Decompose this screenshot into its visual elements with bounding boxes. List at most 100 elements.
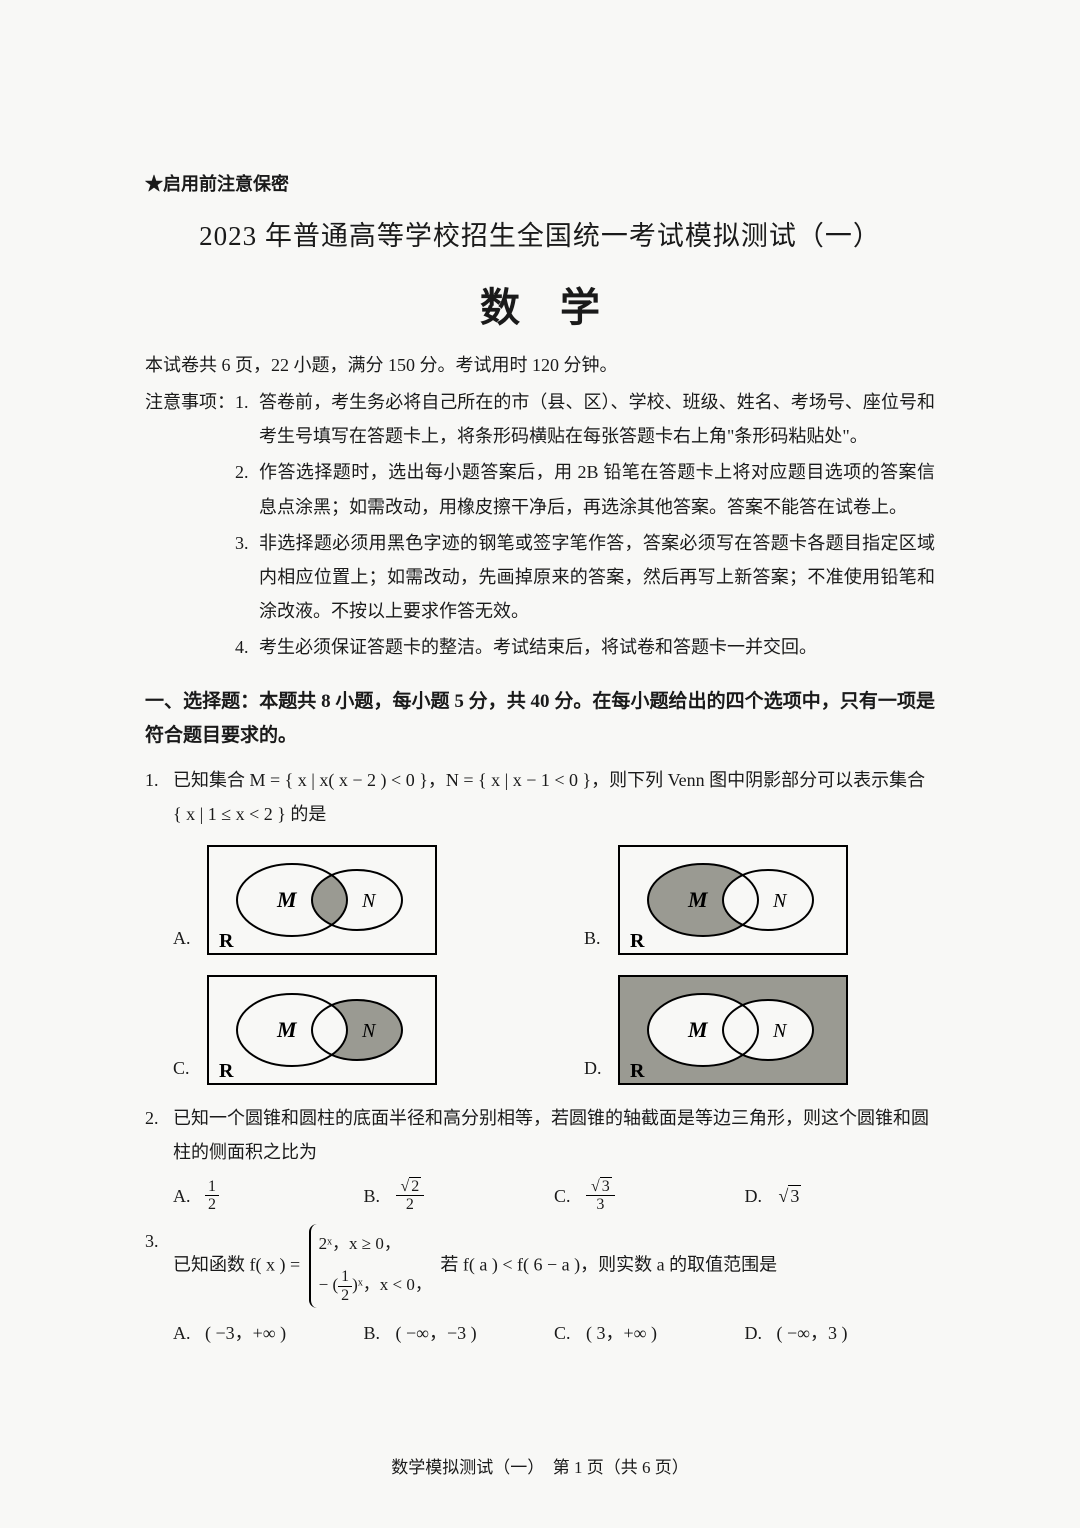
notice-number: 4.	[235, 630, 259, 664]
q1-options-grid: A. M N R B. M N R C. M N R D. M N R	[173, 845, 935, 1085]
fraction-icon: 1 2	[338, 1268, 352, 1304]
page-footer: 数学模拟测试（一） 第 1 页（共 6 页）	[0, 1453, 1080, 1478]
q2-option-a: A. 1 2	[173, 1178, 364, 1214]
q3-option-b: B. ( −∞，−3 )	[364, 1316, 555, 1350]
svg-text:N: N	[772, 890, 788, 912]
option-value: ( 3，+∞ )	[586, 1316, 657, 1350]
fraction-icon: 2 2	[396, 1178, 425, 1214]
notice-item: 2.作答选择题时，选出每小题答案后，用 2B 铅笔在答题卡上将对应题目选项的答案…	[235, 455, 935, 523]
option-label: D.	[584, 1051, 608, 1085]
radicand: 3	[788, 1185, 801, 1206]
option-value: ( −3，+∞ )	[205, 1316, 286, 1350]
q1-option-b: B. M N R	[584, 845, 935, 955]
piecewise-row-1: 2ˣ，x ≥ 0，	[319, 1224, 432, 1264]
fraction-numerator: 1	[205, 1178, 219, 1197]
svg-text:R: R	[630, 1060, 645, 1082]
option-label: A.	[173, 1316, 197, 1350]
q3-option-d: D. ( −∞，3 )	[745, 1316, 936, 1350]
fraction-icon: 1 2	[205, 1178, 219, 1214]
svg-text:M: M	[687, 887, 709, 912]
question-text: 已知集合 M = { x | x( x − 2 ) < 0 }，N = { x …	[173, 763, 935, 831]
q2-option-c: C. 3 3	[554, 1178, 745, 1214]
svg-text:R: R	[219, 1060, 234, 1082]
sqrt-icon: 3	[589, 1178, 612, 1196]
fraction-icon: 3 3	[586, 1178, 615, 1214]
notice-block: 注意事项： 1.答卷前，考生务必将自己所在的市（县、区）、学校、班级、姓名、考场…	[145, 385, 935, 667]
piecewise-row-2: − ( 1 2 )ˣ，x < 0，	[319, 1264, 432, 1308]
q1-option-d: D. M N R	[584, 975, 935, 1085]
svg-text:M: M	[276, 1017, 298, 1042]
notice-text: 非选择题必须用黑色字迹的钢笔或签字笔作答，答案必须写在答题卡各题目指定区域内相应…	[259, 526, 935, 629]
sqrt-icon: 2	[399, 1178, 422, 1196]
q3-option-a: A. ( −3，+∞ )	[173, 1316, 364, 1350]
notice-text: 作答选择题时，选出每小题答案后，用 2B 铅笔在答题卡上将对应题目选项的答案信息…	[259, 455, 935, 523]
option-label: A.	[173, 1179, 197, 1213]
piece2-suffix: ˣ，x < 0，	[358, 1275, 432, 1294]
q2-options: A. 1 2 B. 2 2 C. 3 3	[173, 1178, 935, 1214]
fraction-denominator: 2	[205, 1196, 219, 1214]
svg-text:R: R	[630, 930, 645, 952]
subject-heading: 数学	[145, 275, 935, 333]
q1-option-a: A. M N R	[173, 845, 524, 955]
question-text: 已知函数 f( x ) = 2ˣ，x ≥ 0， − ( 1 2 )ˣ，x < 0…	[173, 1224, 935, 1308]
svg-text:M: M	[687, 1017, 709, 1042]
fraction-denominator: 2	[403, 1196, 417, 1214]
option-label: C.	[173, 1051, 197, 1085]
q3-option-c: C. ( 3，+∞ )	[554, 1316, 745, 1350]
fraction-numerator: 3	[586, 1178, 615, 1197]
venn-diagram-icon: M N R	[207, 845, 437, 955]
svg-text:M: M	[276, 887, 298, 912]
fraction-numerator: 1	[338, 1268, 352, 1287]
question-number: 1.	[145, 763, 173, 1091]
option-label: C.	[554, 1316, 578, 1350]
option-label: C.	[554, 1179, 578, 1213]
piece2-prefix: −	[319, 1275, 329, 1294]
notice-number: 3.	[235, 526, 259, 629]
option-label: B.	[364, 1179, 388, 1213]
option-value: ( −∞，−3 )	[396, 1316, 477, 1350]
notice-text: 答卷前，考生务必将自己所在的市（县、区）、学校、班级、姓名、考场号、座位号和考生…	[259, 385, 935, 453]
venn-diagram-icon: M N R	[618, 845, 848, 955]
option-label: B.	[584, 921, 608, 955]
q3-suffix: 若 f( a ) < f( 6 − a )，则实数 a 的取值范围是	[440, 1254, 777, 1274]
notice-list: 1.答卷前，考生务必将自己所在的市（县、区）、学校、班级、姓名、考场号、座位号和…	[235, 385, 935, 667]
option-label: D.	[745, 1179, 769, 1213]
question-number: 3.	[145, 1224, 173, 1351]
question-text: 已知一个圆锥和圆柱的底面半径和高分别相等，若圆锥的轴截面是等边三角形，则这个圆锥…	[173, 1101, 935, 1169]
notice-number: 1.	[235, 385, 259, 453]
q2-option-d: D. 3	[745, 1178, 936, 1214]
svg-text:N: N	[361, 890, 377, 912]
q2-option-b: B. 2 2	[364, 1178, 555, 1214]
radicand: 3	[600, 1177, 612, 1195]
venn-diagram-icon: M N R	[618, 975, 848, 1085]
piecewise-icon: 2ˣ，x ≥ 0， − ( 1 2 )ˣ，x < 0，	[309, 1224, 432, 1308]
notice-label: 注意事项：	[145, 385, 235, 667]
option-label: B.	[364, 1316, 388, 1350]
notice-text: 考生必须保证答题卡的整洁。考试结束后，将试卷和答题卡一并交回。	[259, 630, 935, 664]
notice-item: 3.非选择题必须用黑色字迹的钢笔或签字笔作答，答案必须写在答题卡各题目指定区域内…	[235, 526, 935, 629]
confidential-notice: ★启用前注意保密	[145, 170, 935, 196]
fraction-denominator: 3	[593, 1196, 607, 1214]
option-label: D.	[745, 1316, 769, 1350]
question-2: 2. 已知一个圆锥和圆柱的底面半径和高分别相等，若圆锥的轴截面是等边三角形，则这…	[145, 1101, 935, 1214]
q3-prefix: 已知函数 f( x ) =	[173, 1254, 300, 1274]
option-label: A.	[173, 921, 197, 955]
fraction-numerator: 2	[396, 1178, 425, 1197]
q3-options: A. ( −3，+∞ ) B. ( −∞，−3 ) C. ( 3，+∞ ) D.…	[173, 1316, 935, 1350]
radicand: 2	[409, 1177, 421, 1195]
question-number: 2.	[145, 1101, 173, 1214]
exam-title: 2023 年普通高等学校招生全国统一考试模拟测试（一）	[145, 214, 935, 253]
sqrt-icon: 3	[777, 1179, 802, 1213]
fraction-denominator: 2	[338, 1287, 352, 1305]
svg-text:N: N	[772, 1020, 788, 1042]
question-3: 3. 已知函数 f( x ) = 2ˣ，x ≥ 0， − ( 1 2 )ˣ，x …	[145, 1224, 935, 1351]
notice-item: 1.答卷前，考生务必将自己所在的市（县、区）、学校、班级、姓名、考场号、座位号和…	[235, 385, 935, 453]
question-1: 1. 已知集合 M = { x | x( x − 2 ) < 0 }，N = {…	[145, 763, 935, 1091]
paper-meta: 本试卷共 6 页，22 小题，满分 150 分。考试用时 120 分钟。	[145, 351, 935, 377]
venn-diagram-icon: M N R	[207, 975, 437, 1085]
svg-text:N: N	[361, 1020, 377, 1042]
section-1-title: 一、选择题：本题共 8 小题，每小题 5 分，共 40 分。在每小题给出的四个选…	[145, 685, 935, 753]
notice-item: 4.考生必须保证答题卡的整洁。考试结束后，将试卷和答题卡一并交回。	[235, 630, 935, 664]
notice-number: 2.	[235, 455, 259, 523]
svg-text:R: R	[219, 930, 234, 952]
